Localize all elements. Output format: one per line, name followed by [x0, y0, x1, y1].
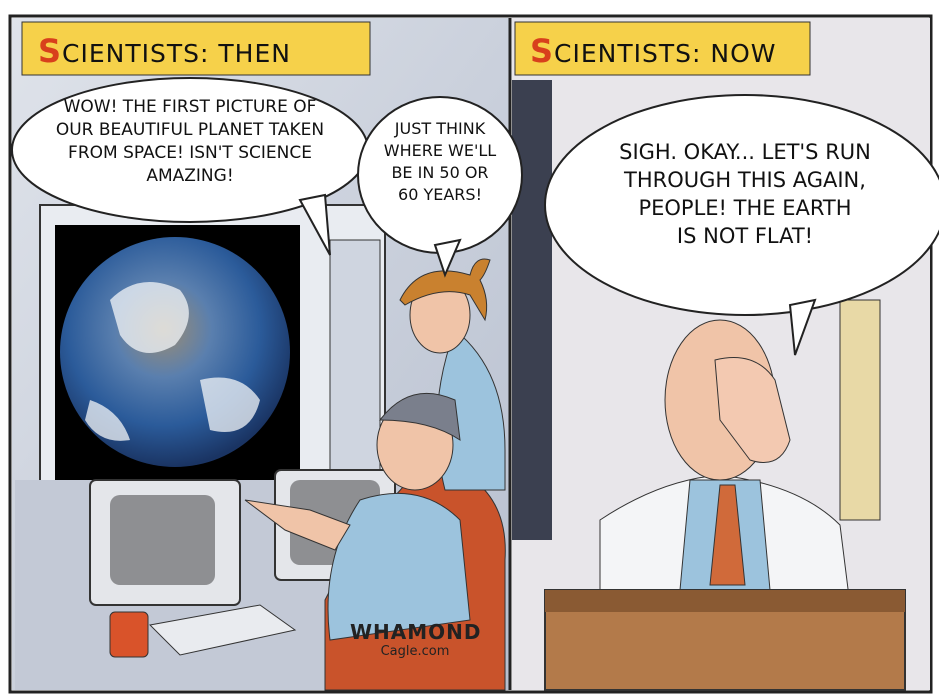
bubble-line: 60 YEARS! [365, 184, 515, 206]
bubble-line: THROUGH THIS AGAIN, [555, 166, 935, 194]
bubble-line: IS NOT FLAT! [555, 222, 935, 250]
bubble-line: FROM SPACE! ISN'T SCIENCE [22, 142, 358, 165]
bubble-line: SIGH. OKAY... LET'S RUN [555, 138, 935, 166]
bubble-line: WOW! THE FIRST PICTURE OF [22, 96, 358, 119]
bubble-line: JUST THINK [365, 118, 515, 140]
bubble-line: AMAZING! [22, 165, 358, 188]
panel-title: SCIENTISTS: NOW [530, 32, 777, 70]
site: Cagle.com [350, 644, 480, 659]
bubble-line: WHERE WE'LL [365, 140, 515, 162]
comic: SCIENTISTS: THEN SCIENTISTS: NOW WOW! TH… [0, 0, 939, 696]
mug [110, 612, 148, 657]
signature: WHAMOND Cagle.com [350, 620, 480, 659]
bubble-line: BE IN 50 OR [365, 162, 515, 184]
window-frame [840, 300, 880, 520]
earth [60, 237, 290, 467]
bubble-line: PEOPLE! THE EARTH [555, 194, 935, 222]
artist: WHAMOND [350, 620, 480, 644]
screen [110, 495, 215, 585]
bubble-line: OUR BEAUTIFUL PLANET TAKEN [22, 119, 358, 142]
podium-top [545, 590, 905, 612]
wall-column [330, 240, 380, 495]
panel-title: SCIENTISTS: THEN [38, 32, 291, 70]
